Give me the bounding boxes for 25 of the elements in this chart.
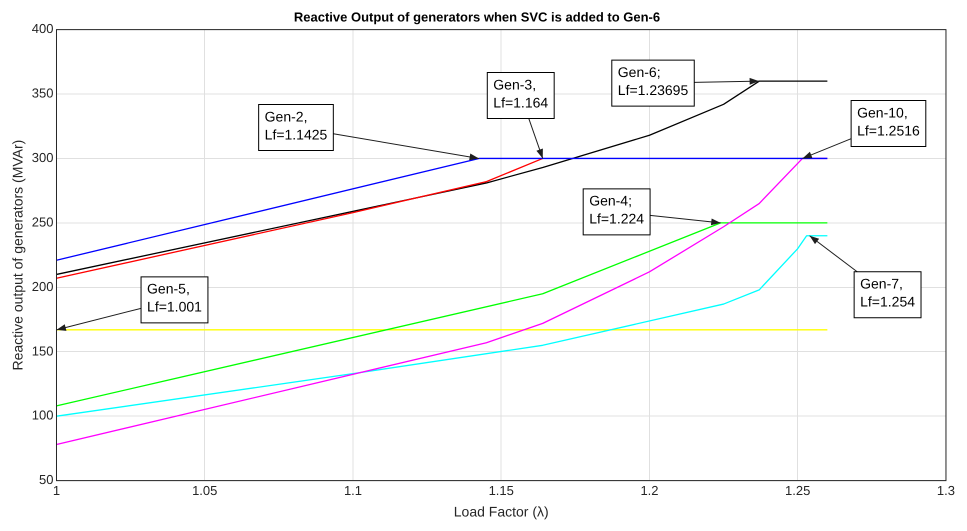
y-tick-label: 250 (32, 214, 54, 230)
x-tick-label: 1.15 (488, 482, 514, 498)
annotation: Gen-2, Lf=1.1425 (264, 108, 328, 142)
x-tick-label: 1.05 (192, 482, 218, 498)
y-tick-label: 50 (39, 472, 54, 488)
annotation: Gen-6; Lf=1.23695 (618, 64, 688, 98)
annotation: Gen-3, Lf=1.164 (493, 76, 548, 110)
y-tick-label: 150 (32, 343, 54, 358)
y-tick-label: 300 (32, 150, 54, 166)
x-tick-label: 1.2 (640, 482, 659, 498)
annotation: Gen-4; Lf=1.224 (589, 192, 644, 227)
annotation: Gen-10, Lf=1.2516 (857, 104, 920, 138)
chart-title: Reactive Output of generators when SVC is added to Gen-6 (294, 9, 660, 24)
annotation: Gen-5, Lf=1.001 (147, 280, 202, 315)
y-tick-label: 200 (32, 278, 54, 294)
y-tick-label: 400 (32, 21, 54, 36)
x-tick-label: 1 (52, 482, 60, 498)
x-axis-title: Load Factor (λ) (454, 503, 549, 520)
x-tick-label: 1.3 (936, 482, 956, 498)
x-tick-label: 1.25 (785, 482, 810, 498)
y-tick-label: 350 (32, 86, 54, 101)
annotation: Gen-7, Lf=1.254 (860, 276, 916, 310)
x-tick-label: 1.1 (344, 482, 362, 498)
y-tick-label: 100 (32, 408, 54, 423)
y-axis-title: Reactive output of generators (MVAr) (9, 140, 26, 371)
